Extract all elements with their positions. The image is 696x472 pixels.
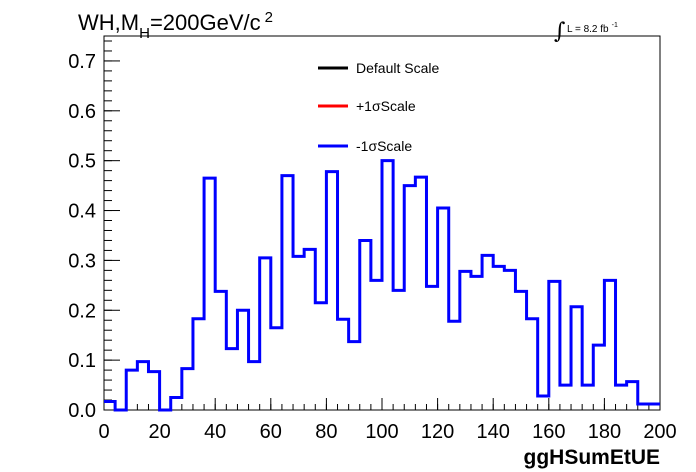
x-tick-label: 0 xyxy=(98,421,109,443)
legend-label-minus: -1σScale xyxy=(356,138,412,154)
legend: Default Scale +1σScale -1σScale xyxy=(318,60,439,154)
x-tick-label: 160 xyxy=(532,421,565,443)
title-superscript: 2 xyxy=(265,9,273,26)
chart-title: WH,MH=200GeV/c 2 xyxy=(78,9,273,42)
y-tick-label: 0.6 xyxy=(68,101,96,123)
x-tick-label: 180 xyxy=(588,421,621,443)
x-tick-label: 100 xyxy=(365,421,398,443)
histogram-series-line xyxy=(104,159,660,412)
y-tick-label: 0.2 xyxy=(68,300,96,322)
x-axis-label: ggHSumEtUE xyxy=(524,446,661,469)
y-tick-label: 0.1 xyxy=(68,350,96,372)
x-tick-label: 120 xyxy=(421,421,454,443)
x-tick-label: 20 xyxy=(148,421,170,443)
y-tick-label: 0.3 xyxy=(68,250,96,272)
y-tick-label: 0.4 xyxy=(68,201,96,223)
series-layer xyxy=(104,159,660,412)
title-main: WH,M xyxy=(78,10,139,35)
legend-label-plus: +1σScale xyxy=(356,98,416,114)
y-tick-label: 0.7 xyxy=(68,51,96,73)
x-tick-label: 40 xyxy=(204,421,226,443)
x-tick-label: 80 xyxy=(315,421,337,443)
lumi-integral: ∫ xyxy=(554,19,566,44)
axes: 0 20 40 60 80 100 120 140 160 180 200 0.0 0.1 0.2 0.3 0… xyxy=(68,40,677,443)
legend-label-default: Default Scale xyxy=(356,60,439,76)
lumi-text: L = 8.2 fb xyxy=(567,24,609,35)
x-tick-label: 200 xyxy=(643,421,676,443)
y-tick-label: 0.0 xyxy=(68,400,96,422)
y-tick-label: 0.5 xyxy=(68,151,96,173)
lumi-label: L = 8.2 fb -1 xyxy=(567,22,618,35)
x-tick-label: 60 xyxy=(260,421,282,443)
title-rest: =200GeV/c xyxy=(150,10,261,35)
x-tick-label: 140 xyxy=(477,421,510,443)
lumi-superscript: -1 xyxy=(612,22,618,29)
title-subscript: H xyxy=(139,25,150,42)
